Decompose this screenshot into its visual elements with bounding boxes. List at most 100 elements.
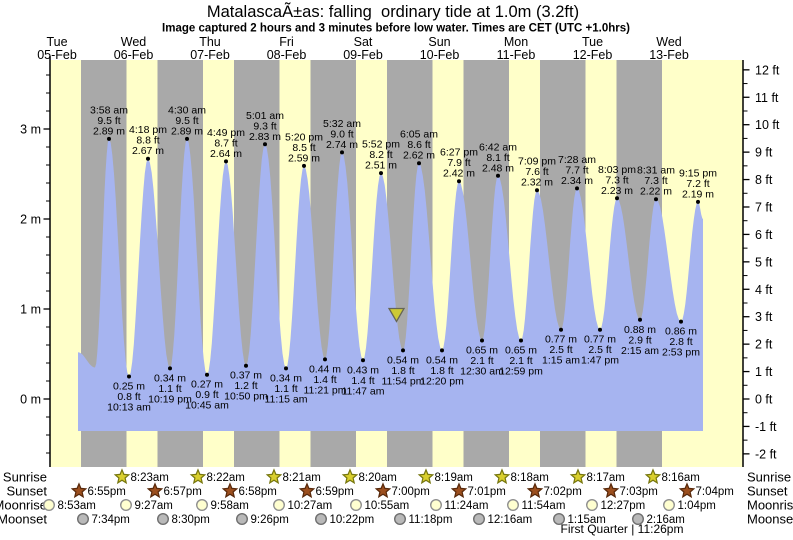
low-tide-label: 0.77 m xyxy=(545,334,577,346)
day-date-label: 09-Feb xyxy=(343,48,383,62)
low-tide-label: 0.77 m xyxy=(584,334,616,346)
high-tide-label: 9.0 ft xyxy=(330,128,353,140)
sunrise-row-label-right: Sunrise xyxy=(747,470,791,485)
high-tide-label: 6:05 am xyxy=(400,129,438,141)
low-tide-label: 2.5 ft xyxy=(588,344,611,356)
high-tide-label: 8.2 ft xyxy=(369,149,392,161)
moonset-icon xyxy=(632,513,645,526)
sunset-row-label-right: Sunset xyxy=(747,484,788,499)
high-tide-point xyxy=(302,163,306,168)
high-tide-label: 5:01 am xyxy=(246,110,284,122)
right-axis-tick-label: 4 ft xyxy=(755,283,773,297)
low-tide-label: 2.8 ft xyxy=(669,336,692,348)
sunset-row-label-left: Sunset xyxy=(7,484,48,499)
sunset-icon xyxy=(526,482,544,499)
day-date-label: 13-Feb xyxy=(649,48,689,62)
sunrise-icon xyxy=(265,468,283,485)
high-tide-label: 2.34 m xyxy=(561,175,593,187)
sunset-time: 6:58pm xyxy=(239,486,277,498)
day-name-label: Mon xyxy=(504,35,528,49)
low-tide-label: 1:15 am xyxy=(542,355,580,367)
high-tide-label: 4:49 pm xyxy=(207,127,245,139)
high-tide-label: 2.83 m xyxy=(249,131,281,143)
sunrise-icon xyxy=(644,468,662,485)
right-axis-tick-label: 3 ft xyxy=(755,310,773,324)
low-tide-point xyxy=(244,363,248,368)
low-tide-label: 10:45 am xyxy=(185,400,229,412)
high-tide-label: 5:20 pm xyxy=(285,131,323,143)
low-tide-label: 0.54 m xyxy=(426,354,458,366)
day-name-label: Sat xyxy=(354,35,373,49)
moonrise-icon xyxy=(507,499,520,512)
sunrise-icon xyxy=(493,468,511,485)
high-tide-label: 8:31 am xyxy=(637,165,675,177)
moonrise-time: 11:24am xyxy=(445,500,489,512)
day-name-label: Thu xyxy=(199,35,221,49)
sunset-time: 7:03pm xyxy=(620,486,658,498)
high-tide-point xyxy=(417,161,421,166)
high-tide-label: 8.1 ft xyxy=(486,152,509,164)
right-axis-tick-label: 2 ft xyxy=(755,338,773,352)
high-tide-label: 9.3 ft xyxy=(253,120,276,132)
low-tide-point xyxy=(284,366,288,371)
high-tide-label: 2.22 m xyxy=(640,186,672,198)
low-tide-label: 2.9 ft xyxy=(628,334,651,346)
right-axis-tick-label: 0 ft xyxy=(755,393,773,407)
low-tide-label: 10:13 am xyxy=(107,402,151,414)
high-tide-label: 8.7 ft xyxy=(214,137,237,149)
low-tide-label: 1.4 ft xyxy=(351,375,374,387)
high-tide-point xyxy=(696,199,700,204)
low-tide-label: 1.4 ft xyxy=(313,374,336,386)
day-name-label: Tue xyxy=(582,35,603,49)
high-tide-point xyxy=(535,188,539,193)
sunrise-icon xyxy=(113,468,131,485)
day-date-label: 05-Feb xyxy=(37,48,77,62)
high-tide-label: 4:30 am xyxy=(168,104,206,116)
low-tide-point xyxy=(480,338,484,343)
moonset-time: 12:16am xyxy=(488,514,533,526)
high-tide-label: 2.51 m xyxy=(365,160,397,172)
high-tide-label: 4:18 pm xyxy=(129,124,167,136)
moonrise-icon xyxy=(273,499,286,512)
left-axis-tick-label: 2 m xyxy=(20,213,41,227)
day-date-label: 07-Feb xyxy=(190,48,230,62)
moonrise-icon xyxy=(43,499,56,512)
low-tide-label: 11:47 am xyxy=(342,385,385,397)
sunset-time: 7:00pm xyxy=(392,486,430,498)
tide-curve-area xyxy=(78,138,703,431)
low-tide-label: 0.54 m xyxy=(387,354,419,366)
low-tide-point xyxy=(323,357,327,362)
chart-subtitle: Image captured 2 hours and 3 minutes bef… xyxy=(162,23,630,35)
low-tide-label: 0.27 m xyxy=(191,379,223,391)
moonset-time: 11:18pm xyxy=(409,514,453,526)
low-tide-label: 12:20 pm xyxy=(420,375,464,387)
low-tide-label: 10:50 pm xyxy=(224,391,268,403)
high-tide-label: 7.3 ft xyxy=(605,174,628,186)
high-tide-label: 7:09 pm xyxy=(518,156,556,168)
high-tide-label: 2.67 m xyxy=(132,145,164,157)
sunset-icon xyxy=(678,482,696,499)
moonset-icon xyxy=(473,513,486,526)
low-tide-label: 2:53 pm xyxy=(662,347,700,359)
high-tide-point xyxy=(224,159,228,164)
moonrise-time: 8:53am xyxy=(58,500,96,512)
day-date-label: 10-Feb xyxy=(420,48,460,62)
high-tide-label: 2.59 m xyxy=(288,152,320,164)
sunset-time: 7:01pm xyxy=(468,486,506,498)
low-tide-label: 12:59 pm xyxy=(499,366,543,378)
high-tide-label: 2.89 m xyxy=(93,125,125,137)
high-tide-point xyxy=(146,156,150,161)
high-tide-label: 8:03 pm xyxy=(598,164,636,176)
low-tide-point xyxy=(361,358,365,363)
right-axis-tick-label: -1 ft xyxy=(755,420,777,434)
right-axis-tick-label: 7 ft xyxy=(755,200,773,214)
sunrise-time: 8:21am xyxy=(283,472,321,484)
high-tide-point xyxy=(263,142,267,147)
low-tide-label: 11:15 am xyxy=(265,393,308,405)
low-tide-point xyxy=(127,374,131,379)
day-name-label: Tue xyxy=(46,35,67,49)
low-tide-label: 0.88 m xyxy=(624,324,656,336)
